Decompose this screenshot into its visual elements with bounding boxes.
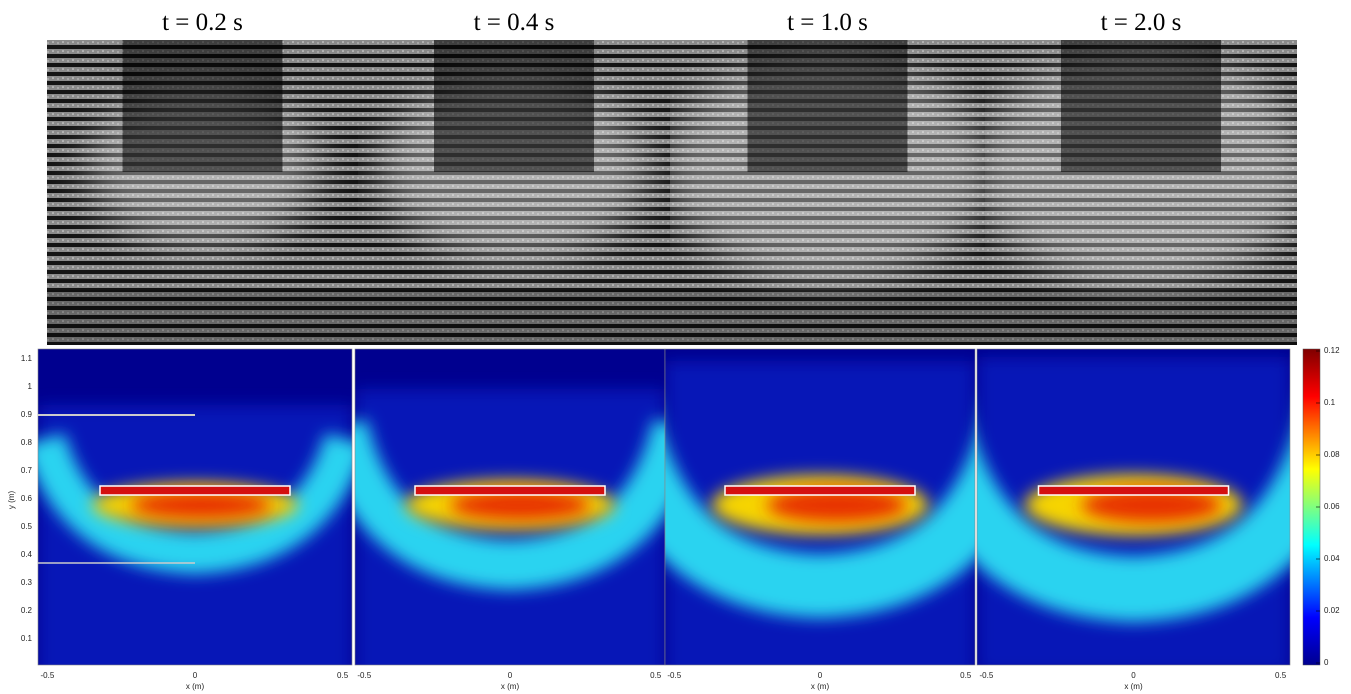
plate	[414, 485, 606, 496]
colorbar-label: 0.12	[1324, 346, 1340, 355]
y-tick-label: 0.1	[21, 634, 33, 643]
colorbar-label: 0.04	[1324, 554, 1340, 563]
heat-band	[977, 442, 1290, 623]
photo-shade	[985, 290, 1297, 345]
plate	[1037, 485, 1230, 496]
y-tick-label: 1	[28, 382, 33, 391]
photo	[358, 40, 670, 345]
y-tick-label: 0.7	[21, 466, 33, 475]
heat-band	[38, 432, 352, 575]
y-tick-label: 0.4	[21, 550, 33, 559]
photo-shade	[670, 290, 985, 345]
photo	[985, 40, 1297, 345]
colorbar-label: 0.06	[1324, 502, 1340, 511]
heat-frame	[664, 348, 976, 666]
x-tick-label: 0.5	[337, 671, 349, 680]
x-tick-label: 0	[818, 671, 823, 680]
x-tick-label: 0	[1131, 671, 1136, 680]
panel-title: t = 0.4 s	[474, 9, 555, 36]
photo-dark	[434, 40, 594, 172]
x-axis-label: x (m)	[811, 682, 830, 691]
y-tick-label: 0.3	[21, 578, 33, 587]
heat-hot	[767, 487, 907, 523]
heat-hot	[450, 490, 590, 520]
y-tick-label: 0.8	[21, 438, 33, 447]
y-tick-label: 0.6	[21, 494, 33, 503]
y-tick-label: 0.9	[21, 410, 33, 419]
heatmap	[38, 349, 352, 665]
photo-dark	[747, 40, 908, 172]
x-tick-label: 0.5	[960, 671, 972, 680]
plate	[99, 485, 291, 496]
heatmap	[665, 349, 975, 665]
x-tick-label: -0.5	[41, 671, 55, 680]
y-tick-label: 1.1	[21, 354, 33, 363]
x-tick-label: -0.5	[979, 671, 993, 680]
x-tick-label: -0.5	[667, 671, 681, 680]
heat-hot	[1081, 487, 1222, 523]
x-tick-label: 0	[508, 671, 513, 680]
y-tick-label: 0.5	[21, 522, 33, 531]
photo-dark	[1061, 40, 1221, 172]
colorbar-label: 0.08	[1324, 450, 1340, 459]
y-tick-label: 0.2	[21, 606, 33, 615]
x-axis-label: x (m)	[1124, 682, 1143, 691]
heatmap	[355, 349, 665, 665]
x-axis-label: x (m)	[186, 682, 205, 691]
x-tick-label: 0.5	[1275, 671, 1287, 680]
panel-title: t = 0.2 s	[162, 9, 243, 36]
photo-shade	[358, 290, 670, 345]
panel-title: t = 2.0 s	[1101, 9, 1182, 36]
heat-hot	[131, 491, 271, 519]
heat-band	[355, 419, 665, 591]
x-tick-label: 0	[193, 671, 198, 680]
colorbar-label: 0.1	[1324, 398, 1336, 407]
colorbar-label: 0	[1324, 658, 1329, 667]
photo-dark	[122, 40, 283, 172]
heat-band	[665, 439, 975, 619]
plate	[724, 485, 916, 496]
colorbar-label: 0.02	[1324, 606, 1340, 615]
heat-frame	[37, 348, 353, 666]
x-tick-label: 0.5	[650, 671, 662, 680]
panel-title: t = 1.0 s	[787, 9, 868, 36]
x-axis-label: x (m)	[501, 682, 520, 691]
x-tick-label: -0.5	[357, 671, 371, 680]
y-axis-label: y (m)	[7, 491, 16, 510]
photo	[47, 40, 358, 345]
heatmap	[977, 349, 1290, 665]
heat-frame	[976, 348, 1291, 666]
photo	[670, 40, 985, 345]
photo-shade	[47, 290, 358, 345]
